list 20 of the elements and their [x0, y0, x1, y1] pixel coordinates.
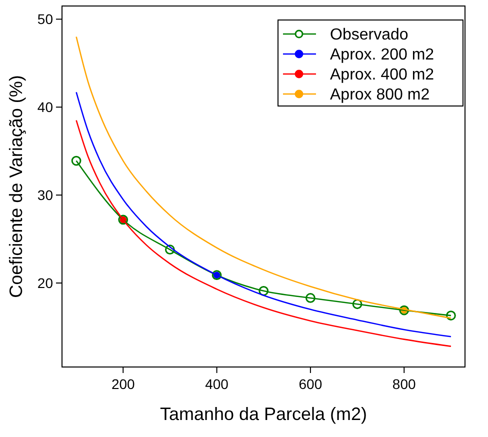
y-axis-title: Coeficiente de Variação (%)	[6, 75, 26, 298]
legend-label: Observado	[330, 26, 408, 44]
legend-label: Aprox. 400 m2	[330, 66, 434, 84]
y-tick-label: 20	[37, 275, 54, 292]
point	[71, 156, 82, 166]
point	[165, 244, 175, 255]
y-tick-label: 50	[37, 11, 54, 28]
x-axis-title: Tamanho da Parcela (m2)	[160, 404, 368, 424]
point	[446, 310, 456, 321]
y-tick-label: 40	[37, 99, 54, 116]
legend-label: Aprox. 200 m2	[330, 46, 434, 64]
x-tick-label: 200	[111, 376, 136, 392]
point	[258, 286, 269, 296]
point	[306, 293, 316, 303]
legend-label: Aprox 800 m2	[330, 86, 430, 104]
y-tick-label: 30	[37, 187, 54, 204]
point	[352, 299, 362, 310]
x-tick-label: 800	[392, 376, 416, 392]
x-tick-label: 600	[298, 376, 322, 392]
x-tick-label: 400	[205, 376, 229, 392]
